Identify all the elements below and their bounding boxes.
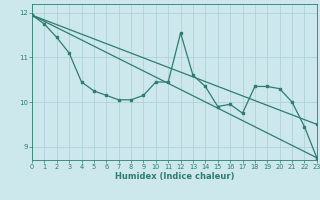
X-axis label: Humidex (Indice chaleur): Humidex (Indice chaleur)	[115, 172, 234, 181]
